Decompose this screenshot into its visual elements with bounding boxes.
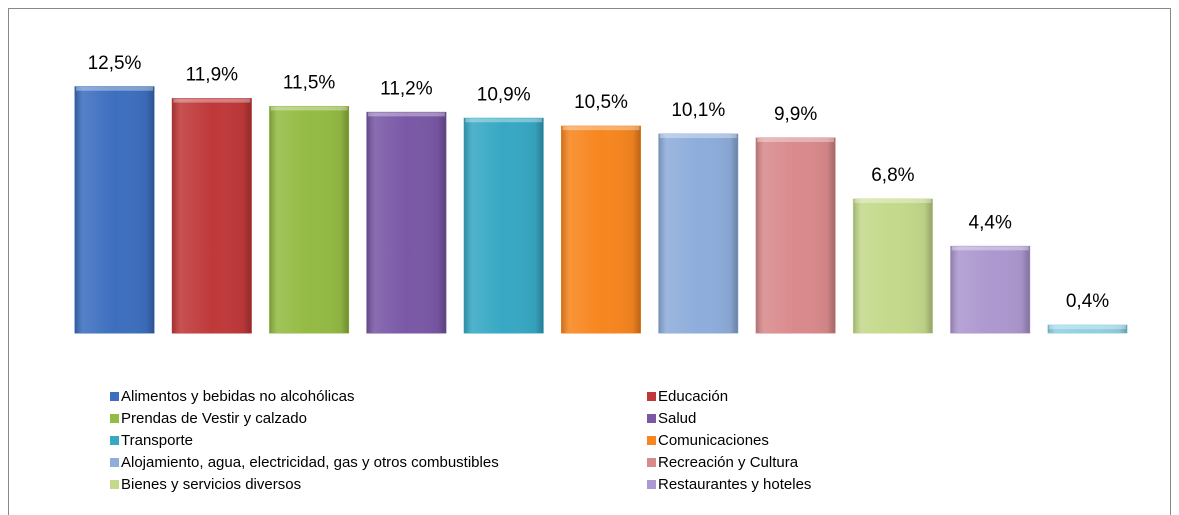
value-label: 4,4% [969,212,1012,233]
bar-cap [270,106,348,111]
legend-label: Alimentos y bebidas no alcohólicas [121,388,354,405]
value-label: 10,9% [477,84,531,105]
legend-label: Restaurantes y hoteles [658,476,811,493]
bar-cap [854,199,932,204]
bar-cap [659,134,737,139]
legend-label: Bienes y servicios diversos [121,476,301,493]
legend-swatch [110,436,119,445]
legend-swatch [110,480,119,489]
value-label: 11,2% [380,78,433,99]
bar-cap [757,137,835,142]
value-label: 6,8% [871,165,914,186]
bar-shading [756,137,836,333]
value-label: 12,5% [88,53,142,74]
bar-cap [465,118,543,123]
bar-cap [951,246,1029,251]
legend-swatch [110,392,119,401]
bar-cap [367,112,445,117]
legend-label: Salud [658,410,696,427]
bar-shading [464,118,544,334]
bar-shading [366,112,446,333]
bar-shading [1048,325,1127,333]
bar-shading [658,134,738,333]
value-label: 9,9% [774,104,817,125]
bar-shading [853,199,933,333]
bar-cap [173,98,251,103]
legend-swatch [647,392,656,401]
bar-shading [950,246,1030,333]
bar-shading [75,86,154,333]
legend-swatch [647,458,656,467]
bar-cap [562,126,640,131]
legend-swatch [647,436,656,445]
chart-frame [8,8,1171,515]
legend-label: Recreación y Cultura [658,454,799,471]
value-label: 10,5% [574,92,628,113]
value-label: 11,5% [283,72,336,93]
value-label: 11,9% [186,65,239,86]
legend-swatch [110,414,119,423]
value-label: 0,4% [1066,291,1109,312]
bar-shading [172,98,252,333]
legend-label: Comunicaciones [658,432,769,449]
legend-label: Alojamiento, agua, electricidad, gas y o… [121,454,499,471]
bar-shading [561,126,641,334]
legend-swatch [647,480,656,489]
legend-swatch [647,414,656,423]
legend-swatch [110,458,119,467]
bar-cap [76,86,153,91]
legend-label: Educación [658,388,728,405]
legend-label: Prendas de Vestir y calzado [121,410,307,427]
legend-label: Transporte [121,432,193,449]
bar-shading [269,106,349,333]
bar-cap [1049,325,1126,330]
value-label: 10,1% [671,100,725,121]
